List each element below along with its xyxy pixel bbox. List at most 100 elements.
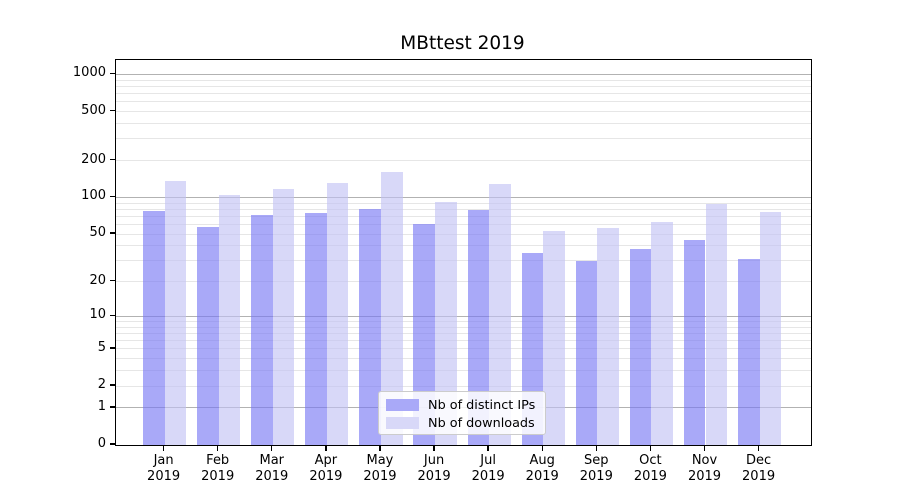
x-tick-label: Feb 2019 xyxy=(188,453,248,484)
gridline-minor xyxy=(116,340,811,342)
x-tick-label: Dec 2019 xyxy=(729,453,789,484)
x-tick-label: Aug 2019 xyxy=(512,453,572,484)
y-tick-mark xyxy=(110,384,115,386)
x-tick-label: Nov 2019 xyxy=(675,453,735,484)
x-tick-mark xyxy=(487,445,489,451)
x-tick-label-year: 2019 xyxy=(363,468,397,484)
y-tick-mark xyxy=(110,195,115,198)
gridline-minor xyxy=(116,321,811,322)
bar-downloads-jun xyxy=(435,201,457,445)
x-tick-label-year: 2019 xyxy=(417,468,451,484)
gridline-major xyxy=(116,73,811,75)
legend-item-distinct-ips: Nb of distinct IPs xyxy=(386,396,538,414)
x-tick-label: Jul 2019 xyxy=(458,453,518,484)
bar-downloads-may xyxy=(380,172,403,445)
x-tick-mark xyxy=(216,445,219,451)
x-tick-label-year: 2019 xyxy=(742,468,776,484)
bar-distinct-ips-may xyxy=(359,209,381,445)
gridline-minor xyxy=(116,358,811,360)
x-tick-label-year: 2019 xyxy=(309,468,343,484)
gridline-minor xyxy=(116,111,811,113)
gridline-minor xyxy=(116,215,811,217)
y-tick-label: 5 xyxy=(97,339,106,355)
bar-distinct-ips-nov xyxy=(683,239,706,445)
gridline-minor xyxy=(116,281,811,283)
x-tick-label-month: Sep xyxy=(584,453,609,468)
x-tick-label-month: Jun xyxy=(423,453,445,468)
y-tick-mark xyxy=(110,314,115,317)
x-tick-label-month: Apr xyxy=(314,453,338,468)
gridline-minor xyxy=(116,326,811,328)
gridline-major xyxy=(116,196,811,198)
y-tick-mark xyxy=(110,232,115,234)
x-tick-label-month: Jan xyxy=(153,453,174,468)
x-tick-label-year: 2019 xyxy=(525,468,559,484)
x-tick-label-month: Oct xyxy=(639,453,662,468)
x-tick-label-year: 2019 xyxy=(201,468,235,484)
gridline-major xyxy=(116,315,811,317)
legend: Nb of distinct IPs Nb of downloads xyxy=(378,391,546,435)
y-tick-label: 1000 xyxy=(72,65,106,81)
gridline-minor xyxy=(116,260,811,262)
legend-swatch-distinct-ips-icon xyxy=(386,399,419,411)
gridline-minor xyxy=(116,233,811,235)
bar-distinct-ips-jun xyxy=(413,223,436,445)
x-tick-mark xyxy=(541,445,543,451)
x-tick-label-month: Feb xyxy=(206,453,230,468)
gridline-minor xyxy=(116,138,811,140)
x-tick-mark xyxy=(162,445,165,451)
bar-distinct-ips-apr xyxy=(305,212,327,445)
y-tick-mark xyxy=(110,443,115,445)
x-tick-label: Sep 2019 xyxy=(566,453,626,484)
x-tick-label-year: 2019 xyxy=(579,468,613,484)
bar-distinct-ips-sep xyxy=(575,260,598,445)
gridline-minor xyxy=(116,160,811,162)
gridline-minor xyxy=(116,101,811,103)
y-tick-label: 0 xyxy=(97,436,106,451)
x-tick-label: Jan 2019 xyxy=(134,453,194,484)
x-tick-mark xyxy=(595,445,597,451)
x-tick-mark xyxy=(703,445,706,451)
x-tick-label: Jun 2019 xyxy=(404,453,464,484)
x-tick-label: Oct 2019 xyxy=(620,453,680,484)
gridline-minor xyxy=(116,385,811,387)
bar-distinct-ips-feb xyxy=(197,227,219,445)
y-tick-label: 50 xyxy=(89,225,106,241)
y-tick-label: 200 xyxy=(81,151,106,167)
x-tick-mark xyxy=(379,445,381,451)
legend-item-downloads: Nb of downloads xyxy=(386,414,538,432)
bar-downloads-oct xyxy=(651,221,673,445)
x-tick-label-month: Jul xyxy=(480,453,496,468)
gridline-minor xyxy=(116,202,811,204)
x-tick-label-month: Dec xyxy=(746,453,772,468)
y-tick-label: 1 xyxy=(97,398,106,414)
gridline-minor xyxy=(116,224,811,225)
x-tick-mark xyxy=(649,445,652,451)
x-tick-label: May 2019 xyxy=(350,453,410,484)
bar-downloads-apr xyxy=(326,183,349,445)
y-tick-label: 20 xyxy=(89,272,106,288)
x-tick-label-year: 2019 xyxy=(687,468,722,484)
bar-downloads-feb xyxy=(218,194,241,445)
gridline-minor xyxy=(116,123,811,124)
bar-downloads-jul xyxy=(489,183,511,445)
x-tick-label-month: Mar xyxy=(259,453,285,468)
bar-downloads-mar xyxy=(272,188,295,445)
legend-swatch-downloads-icon xyxy=(386,417,419,429)
legend-label-downloads: Nb of downloads xyxy=(428,415,535,431)
bar-downloads-dec xyxy=(759,212,782,445)
y-tick-mark xyxy=(110,406,115,408)
chart-title: MBttest 2019 xyxy=(400,33,525,54)
bar-distinct-ips-oct xyxy=(629,248,652,445)
x-tick-mark xyxy=(433,445,435,451)
gridline-minor xyxy=(116,332,811,334)
x-tick-label-year: 2019 xyxy=(471,468,505,484)
bar-distinct-ips-dec xyxy=(737,259,760,445)
y-tick-mark xyxy=(110,72,115,75)
x-tick-label-year: 2019 xyxy=(633,468,667,484)
y-tick-mark xyxy=(110,347,115,349)
x-tick-label-year: 2019 xyxy=(255,468,289,484)
gridline-minor xyxy=(116,208,811,210)
gridline-minor xyxy=(116,79,811,81)
